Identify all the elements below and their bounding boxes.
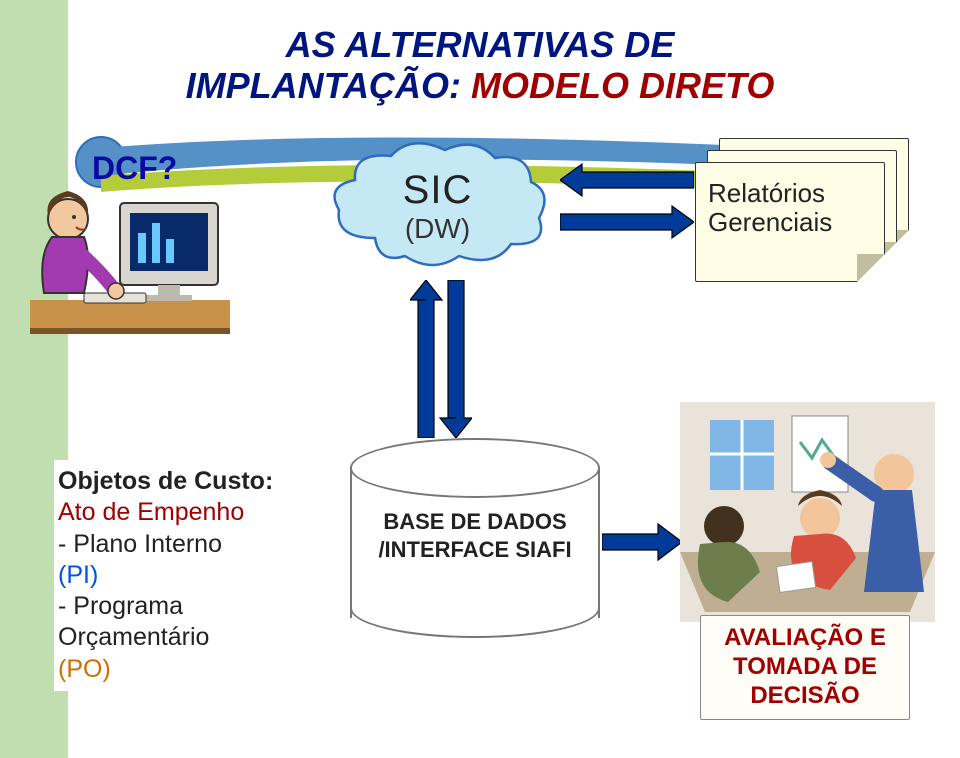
title-line2-accent: MODELO DIRETO (471, 65, 774, 106)
objetos-item3-line2: Orçamentário (58, 623, 209, 651)
reports-l2: Gerenciais (708, 207, 832, 237)
person-at-computer-icon (30, 185, 230, 340)
sticky-note-front: Relatórios Gerenciais (695, 162, 885, 282)
database-cylinder: BASE DE DADOS /INTERFACE SIAFI (350, 438, 600, 638)
arrow-reports-to-cloud (560, 204, 694, 240)
cloud-sub: (DW) (325, 213, 550, 245)
reports-l1: Relatórios (708, 178, 825, 208)
objetos-item2-prefix: - Plano Interno (58, 530, 222, 558)
dcf-label: DCF? (92, 150, 177, 187)
objetos-item1: Ato de Empenho (58, 497, 330, 528)
avaliacao-box: AVALIAÇÃO E TOMADA DE DECISÃO (700, 615, 910, 720)
aval-l2: TOMADA DE (733, 653, 877, 680)
sic-cloud: SIC (DW) (325, 138, 550, 278)
arrow-cloud-db-bidir (410, 280, 472, 438)
objetos-item3-code: (PO) (58, 655, 111, 683)
aval-l1: AVALIAÇÃO E (724, 624, 886, 651)
meeting-clipart-icon (680, 402, 935, 622)
arrow-cloud-to-reports (560, 162, 694, 198)
db-label: BASE DE DADOS /INTERFACE SIAFI (350, 508, 600, 563)
cloud-text: SIC (DW) (325, 168, 550, 245)
objetos-heading: Objetos de Custo: (58, 466, 330, 497)
title-line2-prefix: IMPLANTAÇÃO: (186, 65, 471, 106)
objetos-item3-prefix: - Programa (58, 592, 183, 620)
objetos-de-custo-block: Objetos de Custo: Ato de Empenho - Plano… (54, 460, 334, 691)
title-line1: AS ALTERNATIVAS DE (286, 24, 675, 65)
objetos-item2-code: (PI) (58, 561, 98, 589)
reports-sticky-stack: Relatórios Gerenciais (695, 138, 910, 288)
db-top-ellipse (350, 438, 600, 498)
cloud-main: SIC (325, 168, 550, 213)
db-l1: BASE DE DADOS (383, 509, 566, 534)
page-title: AS ALTERNATIVAS DE IMPLANTAÇÃO: MODELO D… (0, 24, 960, 107)
db-bottom-front (350, 608, 600, 638)
aval-l3: DECISÃO (750, 682, 859, 709)
arrow-db-to-meeting (602, 522, 682, 562)
db-l2: /INTERFACE SIAFI (378, 537, 571, 562)
